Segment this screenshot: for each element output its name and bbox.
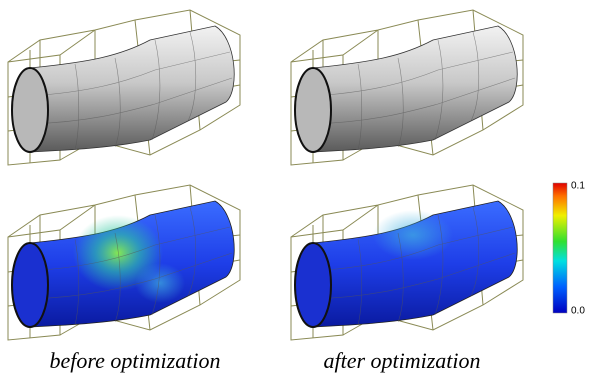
panel-error-before [8, 185, 240, 340]
caption: after optimization [323, 348, 480, 373]
tube-surface [313, 26, 517, 152]
colorbar-max-label: 0.1 [571, 181, 585, 192]
figure: 0.1 0.0 before optimization after optimi… [0, 0, 591, 379]
panel-gray-after [291, 10, 523, 165]
tube-end [295, 243, 331, 327]
colorbar-min-label: 0.0 [571, 306, 585, 317]
panel-gray-before [8, 10, 240, 165]
caption: before optimization [50, 348, 221, 373]
panel-error-after [291, 185, 523, 340]
tube-end [12, 68, 48, 152]
error-hotspot [373, 210, 453, 260]
tube-end [295, 68, 331, 152]
tube-surface [30, 26, 234, 152]
tube-end [12, 243, 48, 327]
colorbar [553, 183, 567, 313]
